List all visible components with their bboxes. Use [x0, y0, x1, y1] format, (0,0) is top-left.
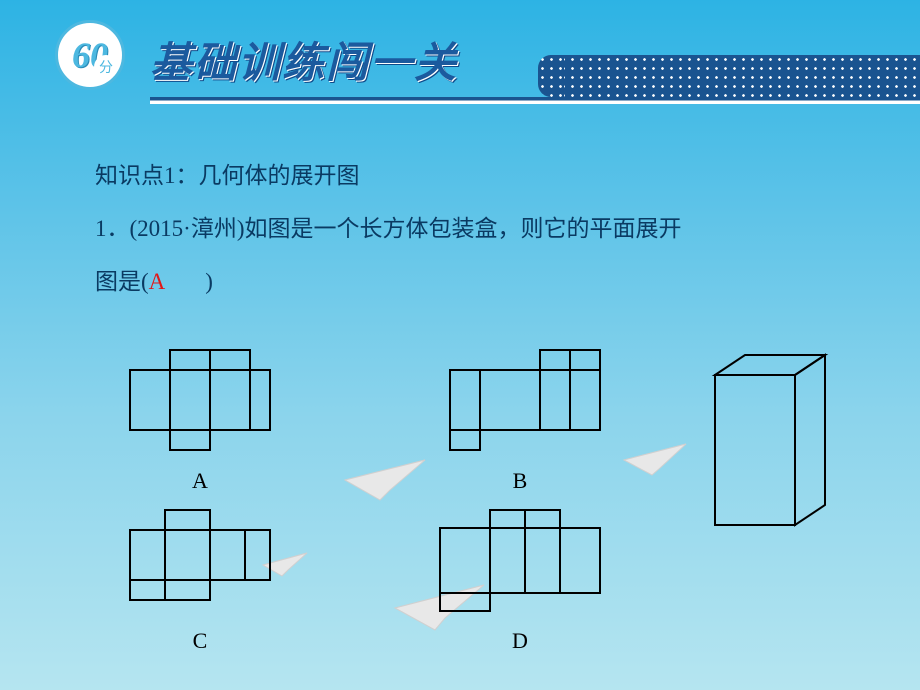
knowledge-point: 知识点1：几何体的展开图 [95, 150, 830, 203]
paper-plane-icon [340, 455, 430, 505]
slide-header: 60 分 基础训练闯一关 [0, 0, 920, 90]
badge-unit: 分 [94, 55, 118, 79]
answer-text: A [149, 269, 166, 294]
question-content: 知识点1：几何体的展开图 1．(2015·漳州)如图是一个长方体包装盒，则它的平… [0, 90, 920, 309]
option-b-figure: B [430, 345, 610, 494]
score-badge: 60 分 [55, 20, 135, 90]
question-line1: 1．(2015·漳州)如图是一个长方体包装盒，则它的平面展开 [95, 203, 830, 256]
question-line2: 图是(A) [95, 256, 830, 309]
cuboid-figure [705, 345, 855, 550]
section-title: 基础训练闯一关 [150, 29, 458, 90]
dot-pattern [550, 55, 920, 97]
paper-plane-icon [620, 440, 690, 480]
title-underline [150, 97, 920, 104]
option-a-figure: A [120, 345, 280, 494]
option-d-figure: D [430, 505, 610, 654]
option-c-figure: C [120, 505, 280, 654]
